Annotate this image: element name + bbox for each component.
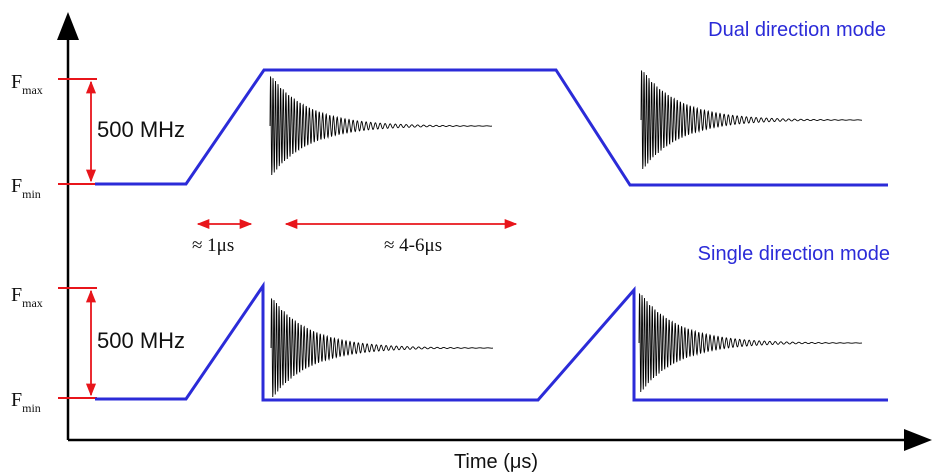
span-label-top: 500 MHz [97,117,185,142]
x-axis-label: Time (μs) [454,451,538,472]
single-mode-label: Single direction mode [698,243,890,265]
single-direction-sweep [95,281,888,402]
ringdown-signal-single-2 [638,293,863,393]
fmin-label-bottom: Fmin [11,389,41,415]
ringdown-signal-dual-2 [640,70,863,170]
fmax-label-top: Fmax [11,71,43,97]
fmin-label-top: Fmin [11,175,41,201]
ramp-duration-label: ≈ 1μs [192,235,234,256]
dual-direction-sweep [95,68,888,187]
dual-mode-label: Dual direction mode [708,19,886,41]
x-axis-arrowhead [904,429,932,451]
hold-duration-label: ≈ 4-6μs [384,235,442,256]
ringdown-signal-single-1 [270,298,494,398]
span-label-bottom: 500 MHz [97,328,185,353]
ringdown-signal-dual-1 [269,76,493,176]
fmax-label-bottom: Fmax [11,284,43,310]
y-axis-arrowhead [57,12,79,40]
